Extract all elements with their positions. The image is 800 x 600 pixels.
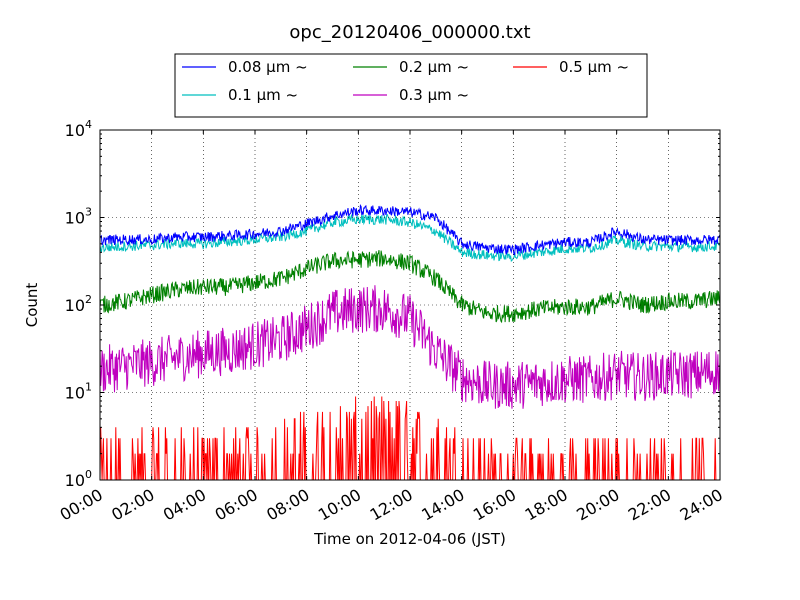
x-tick-label: 00:00 [57,485,106,525]
chart-title: opc_20120406_000000.txt [289,22,530,43]
y-tick-label: 104 [65,118,92,140]
legend-frame [174,53,648,118]
y-tick-label: 103 [65,206,92,228]
legend: 0.08 μm ~ 0.1 μm ~ 0.2 μm ~ 0.3 μm ~ 0.5 μm … [174,53,648,118]
x-tick-label: 04:00 [160,485,209,525]
x-tick-label: 18:00 [522,485,571,525]
legend-label: 0.2 μm ~ [399,58,469,76]
y-tick-label: 102 [65,293,92,315]
x-tick-label: 22:00 [625,485,674,525]
y-axis-label: Count [23,283,41,328]
y-tick-label: 101 [65,381,92,403]
x-tick-labels: 00:00 02:00 04:00 06:00 08:00 10:00 12:00 14:00… [57,485,726,525]
legend-label: 0.5 μm ~ [559,58,629,76]
x-tick-label: 24:00 [677,485,726,525]
ticks-layer [99,129,721,481]
x-tick-label: 14:00 [418,485,467,525]
y-tick-label: 100 [65,468,92,490]
x-tick-label: 08:00 [263,485,312,525]
grid-layer [100,130,720,480]
plot-area [99,129,721,481]
series-line [99,250,721,324]
x-axis-label: Time on 2012-04-06 (JST) [313,530,506,548]
y-tick-labels: 100 101 102 103 104 [65,118,92,490]
legend-label: 0.08 μm ~ [228,58,308,76]
x-tick-label: 20:00 [573,485,622,525]
legend-label: 0.1 μm ~ [228,86,298,104]
x-tick-label: 12:00 [367,485,416,525]
x-tick-label: 02:00 [108,485,157,525]
x-tick-label: 10:00 [315,485,364,525]
x-tick-label: 16:00 [470,485,519,525]
legend-label: 0.3 μm ~ [399,86,469,104]
x-tick-label: 06:00 [212,485,261,525]
